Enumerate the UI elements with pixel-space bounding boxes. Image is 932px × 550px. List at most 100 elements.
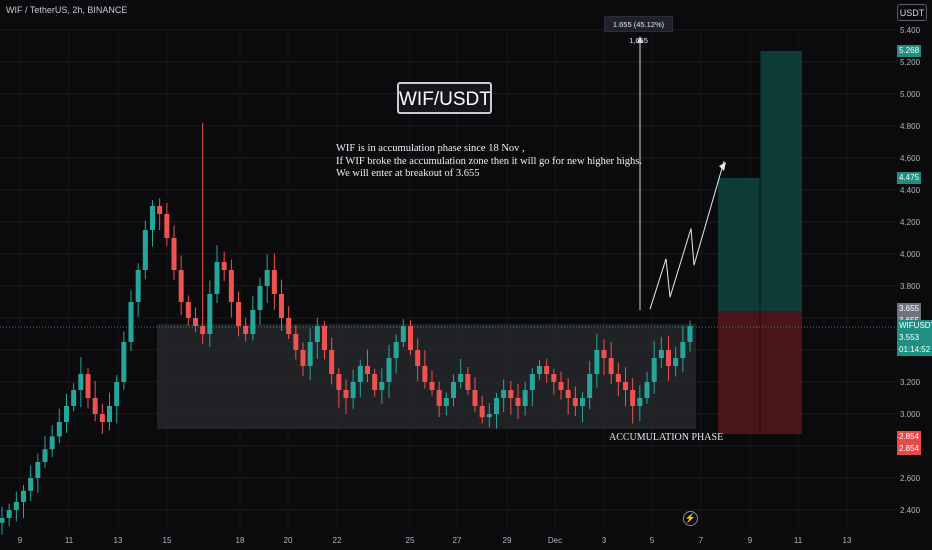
projected-arrowhead (719, 162, 726, 171)
candle-body (386, 358, 392, 382)
candle-body (0, 518, 5, 523)
candle-body (436, 390, 442, 406)
candle-body (64, 406, 69, 422)
price-tick-label: 3.200 (900, 378, 921, 387)
candle-body (250, 310, 256, 334)
analysis-note: WIF is in accumulation phase since 18 No… (336, 143, 642, 179)
candle-body (28, 478, 34, 491)
candle-body (666, 350, 671, 366)
time-tick-label: 15 (163, 536, 172, 545)
candle-body (651, 358, 657, 382)
candle-body (236, 302, 241, 326)
candle-body (458, 374, 464, 382)
time-tick-label: 7 (699, 536, 704, 545)
candle-body (572, 398, 578, 406)
candle-body (114, 382, 120, 406)
price-tick-label: 2.600 (900, 474, 921, 483)
candle-body (42, 449, 48, 462)
price-badge: 2.854 2.854 (897, 431, 922, 456)
candle-body (494, 398, 499, 414)
accumulation-label: ACCUMULATION PHASE (609, 432, 724, 443)
candle-body (443, 398, 449, 406)
candle-body (150, 206, 155, 230)
take-profit-zone-2 (760, 51, 802, 311)
candle-body (623, 382, 628, 390)
candle-body (286, 318, 292, 334)
candle-body (422, 366, 428, 382)
candle-body (264, 270, 270, 286)
candle-body (515, 398, 521, 406)
candle-body (35, 462, 41, 478)
candle-body (429, 382, 435, 390)
candle-body (214, 262, 220, 294)
time-tick-label: 18 (236, 536, 245, 545)
price-tick-label: 5.400 (900, 26, 921, 35)
candle-body (680, 342, 686, 358)
candle-body (142, 230, 148, 270)
price-tick-label: 3.800 (900, 282, 921, 291)
candle-body (207, 294, 213, 334)
candle-body (687, 326, 693, 342)
candle-body (486, 414, 492, 418)
candle-body (630, 390, 636, 406)
candle-body (164, 214, 170, 238)
price-badge: 5.268 (897, 45, 922, 58)
candle-body (135, 270, 141, 302)
candle-body (99, 414, 105, 422)
candle-body (171, 238, 177, 270)
candle-body (544, 366, 550, 374)
time-tick-label: 5 (650, 536, 655, 545)
price-tick-label: 3.000 (900, 410, 921, 419)
time-tick-label: 9 (18, 536, 23, 545)
candle-body (601, 350, 607, 358)
currency-button[interactable]: USDT (897, 4, 927, 21)
price-tick-label: 4.200 (900, 218, 921, 227)
candle-body (551, 374, 557, 382)
time-tick-label: 11 (65, 536, 74, 545)
candle-body (221, 262, 227, 270)
candle-body (157, 206, 163, 214)
candle-body (185, 302, 191, 318)
candle-body (200, 326, 206, 334)
time-tick-label: 13 (843, 536, 852, 545)
candle-body (178, 270, 184, 302)
time-tick-label: 13 (114, 536, 123, 545)
price-tick-label: 4.800 (900, 122, 921, 131)
candle-body (580, 398, 585, 406)
candle-body (508, 390, 514, 398)
measure-label: 1.655 (45.12%) 1,655 (604, 16, 673, 45)
candle-body (314, 326, 320, 342)
candle-body (56, 422, 62, 437)
candle-body (479, 406, 485, 418)
candle-body (522, 390, 528, 406)
candle-body (393, 342, 399, 358)
symbol-title: WIF / TetherUS, 2h, BINANCE (6, 5, 128, 15)
candle-body (21, 490, 26, 502)
candle-body (594, 350, 600, 374)
candle-body (615, 374, 621, 382)
time-tick-label: 25 (406, 536, 415, 545)
candle-body (658, 350, 664, 358)
candle-body (71, 390, 77, 406)
candle-body (293, 334, 299, 350)
candle-body (300, 350, 306, 366)
projected-path (649, 161, 725, 310)
time-tick-label: 22 (333, 536, 342, 545)
candle-body (465, 374, 471, 390)
candle-body (257, 286, 263, 310)
candle-body (644, 382, 650, 398)
time-tick-label: 9 (748, 536, 753, 545)
candle-body (78, 374, 84, 390)
candle-body (336, 374, 342, 390)
candle-body (193, 318, 198, 326)
candle-body (608, 358, 614, 374)
candle-body (501, 390, 507, 398)
lightning-icon[interactable]: ⚡ (683, 511, 698, 526)
candle-body (350, 382, 356, 398)
candle-body (343, 390, 349, 398)
candle-body (558, 382, 564, 390)
price-tick-label: 4.600 (900, 154, 921, 163)
candle-body (587, 374, 593, 398)
candle-body (6, 510, 12, 518)
candle-body (451, 382, 456, 398)
